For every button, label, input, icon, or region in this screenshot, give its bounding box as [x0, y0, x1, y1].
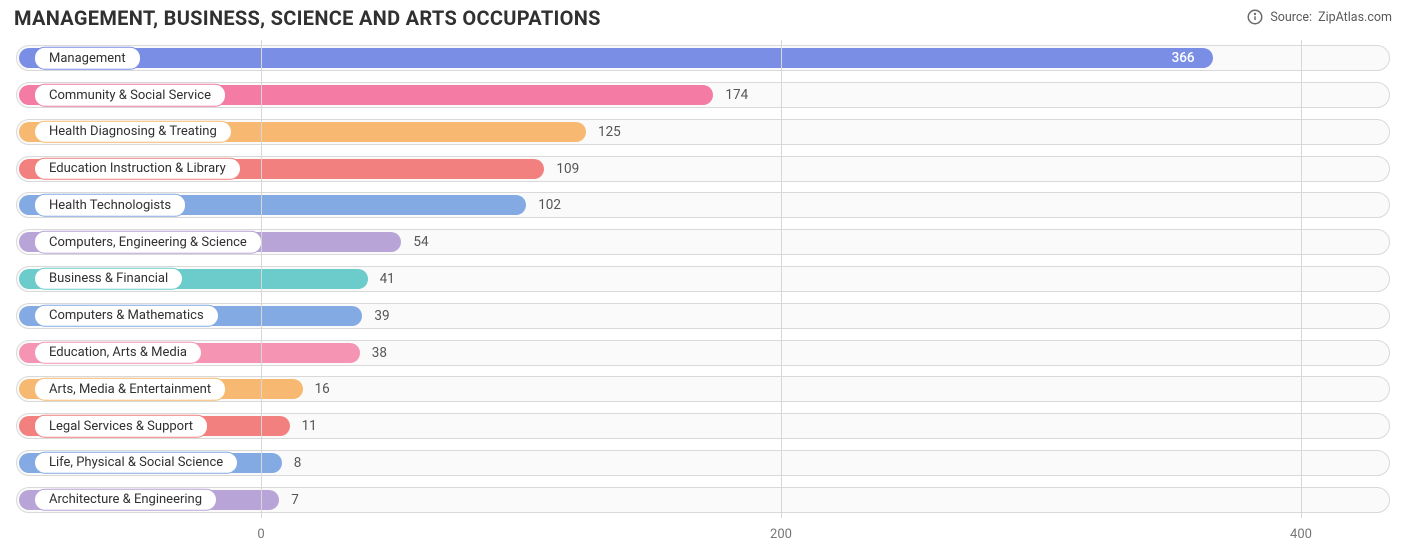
category-pill: Health Technologists: [34, 194, 186, 217]
bar-value: 366: [1172, 50, 1195, 66]
gridline: [781, 40, 782, 518]
bar-row: Management 366: [14, 43, 1392, 73]
bar-value: 54: [413, 234, 428, 250]
chart-title: MANAGEMENT, BUSINESS, SCIENCE AND ARTS O…: [14, 6, 601, 30]
bar-row: Education, Arts & Media 38: [14, 338, 1392, 368]
source-label: Source:: [1270, 10, 1312, 25]
bar-value: 11: [302, 418, 317, 434]
category-pill: Computers, Engineering & Science: [34, 231, 262, 254]
bar-row: Architecture & Engineering 7: [14, 485, 1392, 515]
chart-header: MANAGEMENT, BUSINESS, SCIENCE AND ARTS O…: [0, 0, 1406, 34]
gridline: [1301, 40, 1302, 518]
bar-value: 7: [291, 492, 299, 508]
bar-value: 39: [374, 308, 389, 324]
bar-value: 38: [372, 345, 387, 361]
bar-row: Community & Social Service 174: [14, 80, 1392, 110]
bar-row: Arts, Media & Entertainment 16: [14, 374, 1392, 404]
bar-value: 41: [380, 271, 395, 287]
chart-container: Management 366 Community & Social Service 1…: [0, 34, 1406, 554]
bar-value: 102: [538, 197, 561, 213]
bar-row: Business & Financial 41: [14, 264, 1392, 294]
bar-row: Computers, Engineering & Science 54: [14, 227, 1392, 257]
category-pill: Community & Social Service: [34, 84, 226, 107]
bar-list: Management 366 Community & Social Service 1…: [14, 40, 1392, 518]
category-pill: Architecture & Engineering: [34, 488, 217, 511]
category-pill: Health Diagnosing & Treating: [34, 121, 232, 144]
bar-row: Computers & Mathematics 39: [14, 301, 1392, 331]
bar-row: Health Technologists 102: [14, 190, 1392, 220]
x-tick-label: 0: [257, 527, 264, 542]
chart-source: Source: ZipAtlas.com: [1246, 6, 1392, 26]
category-pill: Management: [34, 47, 141, 70]
category-pill: Education, Arts & Media: [34, 341, 202, 364]
bar-row: Life, Physical & Social Science 8: [14, 448, 1392, 478]
x-tick-label: 400: [1290, 527, 1312, 542]
bar-row: Education Instruction & Library 109: [14, 154, 1392, 184]
category-pill: Education Instruction & Library: [34, 157, 241, 180]
gridline: [261, 40, 262, 518]
info-icon: [1246, 8, 1264, 26]
bar-value: 109: [556, 161, 579, 177]
bar-value: 125: [598, 124, 621, 140]
category-pill: Legal Services & Support: [34, 415, 208, 438]
category-pill: Life, Physical & Social Science: [34, 452, 238, 475]
bar-value: 174: [725, 87, 748, 103]
bar-row: Legal Services & Support 11: [14, 411, 1392, 441]
chart-plot: Management 366 Community & Social Service 1…: [14, 40, 1392, 546]
source-name: ZipAtlas.com: [1318, 10, 1392, 25]
bar-value: 8: [294, 455, 302, 471]
bar-fill: [19, 48, 1213, 68]
bar-value: 16: [315, 381, 330, 397]
category-pill: Business & Financial: [34, 268, 183, 291]
bar-row: Health Diagnosing & Treating 125: [14, 117, 1392, 147]
x-tick-label: 200: [770, 527, 792, 542]
category-pill: Arts, Media & Entertainment: [34, 378, 226, 401]
category-pill: Computers & Mathematics: [34, 304, 219, 327]
